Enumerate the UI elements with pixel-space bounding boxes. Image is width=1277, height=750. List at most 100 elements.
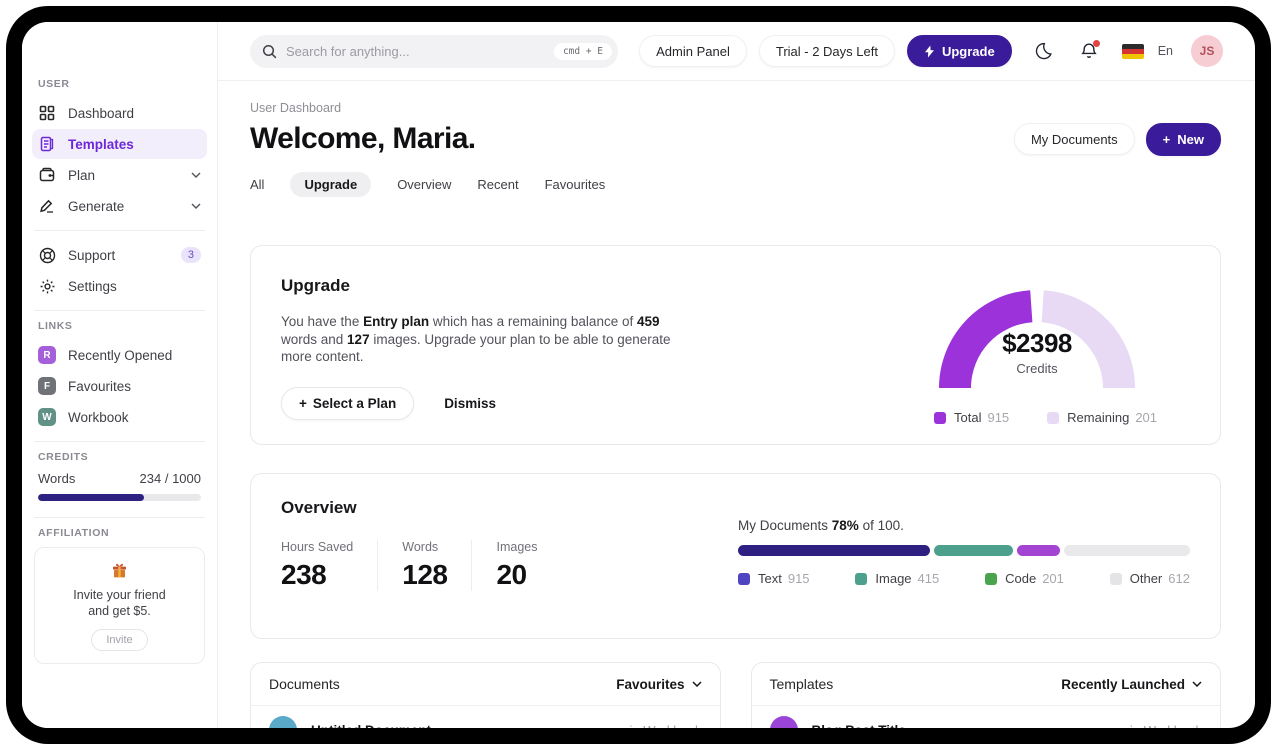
app-screen: USER Dashboard Templates Plan Generate [22,22,1255,728]
tab-recent[interactable]: Recent [477,177,519,192]
lifebuoy-icon [38,246,56,264]
bar-segment-text [738,545,931,556]
upgrade-card-left: Upgrade You have the Entry plan which ha… [281,276,681,420]
my-documents-button[interactable]: My Documents [1013,123,1135,155]
select-plan-button[interactable]: + Select a Plan [281,386,415,420]
sidebar-section-affiliation: AFFILIATION [38,527,110,539]
documents-filter-dropdown[interactable]: Favourites [616,677,702,692]
trial-button[interactable]: Trial - 2 Days Left [758,35,895,67]
upgrade-card-body: You have the Entry plan which has a rema… [281,314,671,364]
support-badge: 3 [180,247,201,263]
documents-progress-block: My Documents 78% of 100. Text 915 Image 41… [738,518,1190,614]
bell-icon [1080,42,1098,60]
divider [34,441,205,442]
bar-segment-code [1017,545,1061,556]
chevron-down-icon [1192,681,1202,687]
search-placeholder: Search for anything... [286,43,410,59]
legend-text: Text 915 [738,571,810,586]
device-frame: USER Dashboard Templates Plan Generate [6,6,1271,744]
sidebar-item-settings[interactable]: Settings [32,271,207,301]
legend-swatch [934,411,946,424]
affiliation-text: Invite your friend and get $5. [73,588,166,618]
sidebar-item-templates[interactable]: Templates [32,129,207,159]
new-button[interactable]: + New [1145,122,1221,156]
divider [34,517,205,518]
upgrade-card: Upgrade You have the Entry plan which ha… [250,245,1221,445]
sidebar-section-user: USER [38,78,70,90]
templates-card-title: Templates [769,676,834,692]
language-flag-button[interactable] [1120,43,1146,59]
tab-bar: All Upgrade Overview Recent Favourites [250,172,1221,197]
overview-card-title: Overview [281,498,357,517]
sidebar-item-label: Generate [68,198,125,214]
document-avatar [269,716,297,728]
upgrade-button[interactable]: Upgrade [906,35,1012,67]
sidebar-item-recently-opened[interactable]: R Recently Opened [32,340,207,370]
notifications-button[interactable] [1076,40,1102,60]
documents-card: Documents Favourites Untitled Document i… [250,662,721,728]
sidebar-item-label: Recently Opened [68,347,173,363]
bolt-icon [924,45,935,58]
grid-icon [38,104,56,122]
sidebar-item-plan[interactable]: Plan [32,160,207,190]
sidebar-section-links: LINKS [38,320,73,332]
divider [34,230,205,231]
legend-image: Image 415 [855,571,939,586]
user-avatar[interactable]: JS [1191,35,1223,67]
sidebar-section-credits: CREDITS [38,451,89,463]
notification-dot [1092,40,1100,47]
search-icon [262,44,277,59]
templates-filter-dropdown[interactable]: Recently Launched [1061,677,1202,692]
sidebar-item-workbook[interactable]: W Workbook [32,402,207,432]
sidebar-item-label: Support [68,247,116,263]
tab-overview[interactable]: Overview [397,177,452,192]
words-progress-bar [38,494,201,501]
affiliation-card: Invite your friend and get $5. Invite [34,547,205,664]
dark-mode-toggle[interactable] [1030,42,1056,60]
search-input[interactable]: Search for anything... cmd + E [250,34,618,68]
language-label[interactable]: En [1157,44,1173,58]
pencil-icon [38,197,56,215]
template-list-item[interactable]: Blog Post Title in Workbook [752,706,1221,728]
sidebar-item-dashboard[interactable]: Dashboard [32,98,207,128]
overview-card: Overview Hours Saved 238 Words 128 Image… [250,473,1221,639]
chevron-down-icon [191,203,201,209]
sidebar-item-label: Settings [68,278,117,294]
sidebar-item-favourites[interactable]: F Favourites [32,371,207,401]
documents-progress-text: My Documents 78% of 100. [738,518,904,533]
sidebar-item-support[interactable]: Support 3 [32,240,207,270]
wallet-icon [38,166,56,184]
gift-icon [43,562,196,579]
sidebar-item-label: Favourites [68,378,132,394]
tab-all[interactable]: All [250,177,265,192]
admin-panel-button[interactable]: Admin Panel [639,35,747,67]
sidebar-item-label: Templates [68,136,134,152]
sidebar-item-label: Workbook [68,409,129,425]
sidebar-item-generate[interactable]: Generate [32,191,207,221]
credits-words-label: Words [38,471,76,486]
template-icon [38,135,56,153]
sidebar: USER Dashboard Templates Plan Generate [22,22,218,728]
moon-icon [1034,42,1052,60]
tab-upgrade[interactable]: Upgrade [290,172,372,197]
plus-icon: + [299,395,307,411]
gauge-segment-remaining [1041,290,1135,388]
sidebar-item-label: Dashboard [68,105,135,121]
documents-card-title: Documents [269,676,340,692]
dismiss-button[interactable]: Dismiss [444,395,496,411]
stat-words: Words 128 [377,540,471,591]
sidebar-item-label: Plan [68,167,96,183]
stacked-bar [738,545,1190,556]
plus-icon: + [1162,131,1171,147]
document-list-item[interactable]: Untitled Document in Workbook [251,706,720,728]
bar-segment-image [934,545,1014,556]
legend-other: Other 612 [1109,571,1190,586]
templates-card: Templates Recently Launched Blog Post Ti… [750,662,1221,728]
search-shortcut: cmd + E [553,42,612,60]
invite-button[interactable]: Invite [91,629,148,651]
tab-favourites[interactable]: Favourites [544,177,606,192]
chevron-down-icon [191,172,201,178]
stat-hours-saved: Hours Saved 238 [281,540,354,590]
gauge-chart [939,290,1135,388]
gauge-caption: Credits [1016,361,1058,376]
